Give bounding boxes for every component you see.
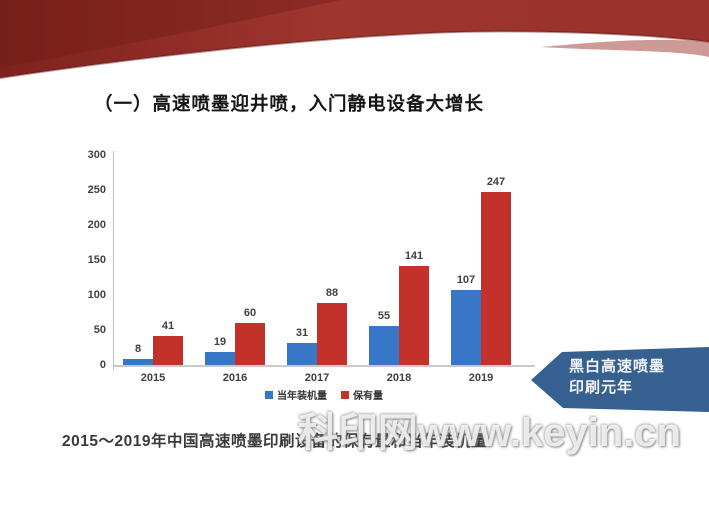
callout-line1: 黑白高速喷墨 xyxy=(569,358,666,375)
bar-value-label: 107 xyxy=(456,274,476,286)
bar-value-label: 88 xyxy=(325,287,339,299)
bar-value-label: 19 xyxy=(213,336,227,348)
legend-swatch xyxy=(341,390,349,399)
callout-shape-polygon xyxy=(531,347,709,412)
bar-chart: 0 50 100 150 200 250 300 2015 8 41 2016 19 60 2017 31 8… xyxy=(70,145,550,415)
x-tick-label: 2017 xyxy=(304,372,330,384)
chart-caption: 2015～2019年中国高速喷墨印刷设备的保有量和当年装机量 xyxy=(62,433,487,450)
y-axis-line xyxy=(113,151,114,366)
legend-item: 当年装机量 xyxy=(265,387,327,402)
ribbon-decoration xyxy=(0,0,709,79)
legend: 当年装机量 保有量 xyxy=(113,387,535,402)
legend-label: 保有量 xyxy=(353,391,383,402)
x-tick-label: 2018 xyxy=(386,372,412,384)
bar-保有量-2019 xyxy=(481,192,511,365)
bar-value-label: 41 xyxy=(161,320,175,332)
y-tick-label: 50 xyxy=(93,324,106,336)
x-tick-label: 2015 xyxy=(140,372,166,384)
y-tick-label: 150 xyxy=(87,254,106,266)
bar-value-label: 8 xyxy=(134,343,142,355)
bar-保有量-2015 xyxy=(153,336,183,365)
legend-label: 当年装机量 xyxy=(277,391,327,402)
bar-value-label: 247 xyxy=(486,176,506,188)
bar-保有量-2016 xyxy=(235,323,265,365)
legend-item: 保有量 xyxy=(341,387,383,402)
x-tick-label: 2016 xyxy=(222,372,248,384)
bar-当年装机量-2016 xyxy=(205,352,235,365)
y-tick-label: 0 xyxy=(99,359,106,371)
bar-当年装机量-2015 xyxy=(123,359,153,365)
watermark: 科印网www.keyin.cn xyxy=(298,411,682,455)
y-tick-label: 250 xyxy=(87,184,106,196)
bar-保有量-2017 xyxy=(317,303,347,365)
callout-line2: 印刷元年 xyxy=(569,379,634,396)
x-axis-line xyxy=(113,365,535,367)
y-tick-label: 100 xyxy=(87,289,106,301)
bar-保有量-2018 xyxy=(399,266,429,365)
x-tick-label: 2019 xyxy=(468,372,494,384)
bar-value-label: 55 xyxy=(377,310,391,322)
bar-value-label: 141 xyxy=(404,250,424,262)
bar-当年装机量-2018 xyxy=(369,326,399,365)
y-tick-label: 200 xyxy=(87,219,106,231)
bar-当年装机量-2017 xyxy=(287,343,317,365)
bar-value-label: 60 xyxy=(243,307,257,319)
y-tick-label: 300 xyxy=(87,149,106,161)
bar-当年装机量-2019 xyxy=(451,290,481,365)
callout-text: 黑白高速喷墨 印刷元年 xyxy=(569,356,665,398)
bar-value-label: 31 xyxy=(295,327,309,339)
legend-swatch xyxy=(265,390,273,399)
origin-tick xyxy=(113,365,114,370)
slide-title: （一）高速喷墨迎井喷，入门静电设备大增长 xyxy=(94,93,485,114)
callout-arrow xyxy=(531,347,709,412)
